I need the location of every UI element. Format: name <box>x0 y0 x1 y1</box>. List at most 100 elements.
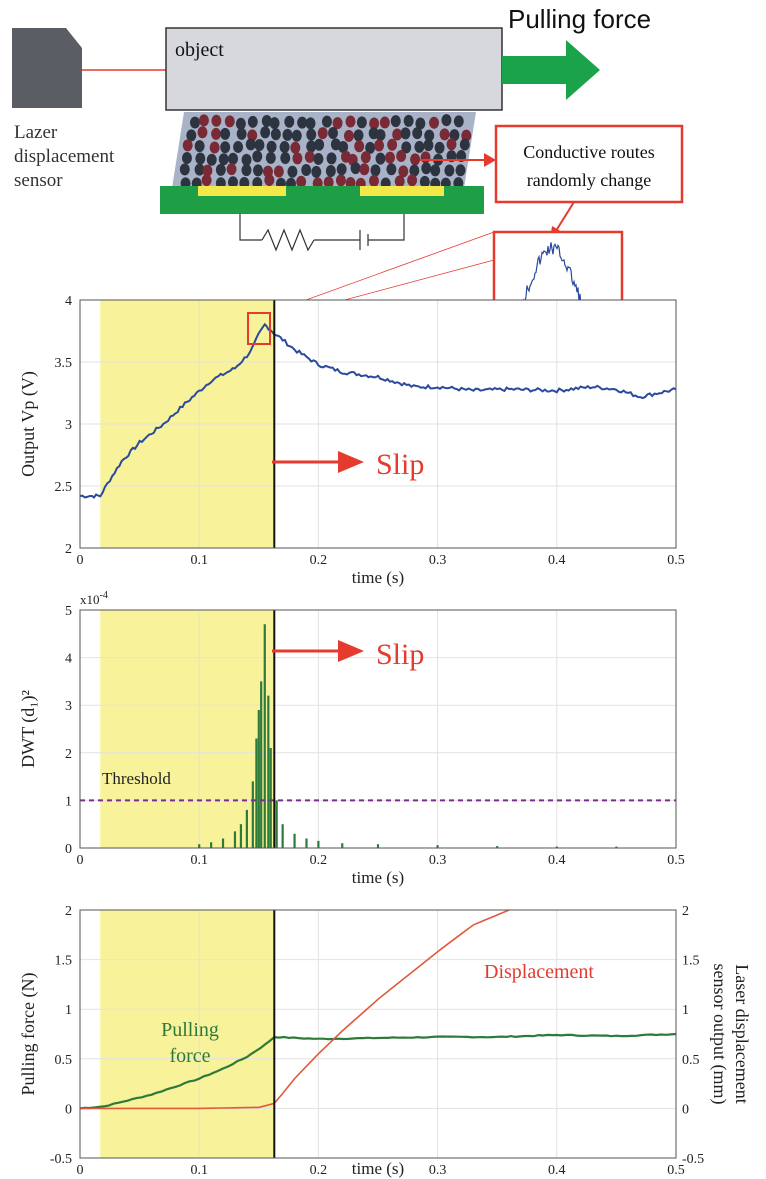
particle <box>439 128 450 141</box>
chart-dwt: Threshold Slip x10-4 0 0.1 0.2 0.3 0.4 0.5 0 1 2… <box>18 590 685 887</box>
x-tick-label: 0.5 <box>667 853 685 868</box>
particle <box>194 163 205 176</box>
particle <box>343 129 354 142</box>
particle <box>317 127 328 140</box>
particle <box>356 116 367 129</box>
y-tick-label: 4 <box>65 652 72 667</box>
particle <box>345 115 356 128</box>
particle <box>461 129 472 142</box>
particle <box>189 116 200 129</box>
x-tick-label: 0.3 <box>429 553 447 568</box>
particle <box>224 115 235 128</box>
y-tick-label: 0 <box>65 842 72 857</box>
particle <box>400 127 411 140</box>
y-tick-label: 2 <box>65 747 72 762</box>
plot-frame <box>79 909 677 1159</box>
particle <box>301 163 312 176</box>
callout-box <box>494 124 684 204</box>
y-tick-label: 2.5 <box>55 480 73 495</box>
sensor-label-line-2: displacement <box>14 146 115 167</box>
particle <box>227 176 238 189</box>
particle <box>241 153 252 166</box>
particle <box>459 138 470 151</box>
tick-labels: 0 0.1 0.2 0.3 0.4 0.5-0.5 -0.50 00.5 0.51 11.5 1.5… <box>50 904 704 1178</box>
zoom-marker <box>247 312 271 345</box>
slip-arrowhead <box>338 451 364 473</box>
particle <box>264 174 275 187</box>
particle <box>365 141 376 154</box>
x-tick-label: 0.4 <box>548 553 566 568</box>
particle <box>247 115 258 128</box>
threshold-label: Threshold <box>102 769 171 788</box>
slip-arrowhead <box>338 640 364 662</box>
pulling-force-annotation-line-1: Pulling <box>161 1019 219 1041</box>
sensor-label-line-1: Lazer <box>14 122 58 143</box>
particle <box>414 140 425 153</box>
particle <box>282 128 293 141</box>
particle <box>211 127 222 140</box>
particle <box>328 127 339 140</box>
particle <box>390 115 401 128</box>
pre-slip-region <box>100 610 275 848</box>
particle <box>233 140 244 153</box>
pulling-force-annotation-line-2: force <box>169 1045 210 1067</box>
particle <box>359 163 370 176</box>
x-axis-label: time (s) <box>352 868 404 887</box>
particle <box>384 151 395 164</box>
object-label: object <box>175 39 224 61</box>
particle <box>335 174 346 187</box>
particle <box>421 162 432 175</box>
y-axis-label: DWT (d₁)² <box>18 690 39 768</box>
x-tick-label: 0.1 <box>190 1163 208 1178</box>
particle <box>374 139 385 152</box>
particle <box>220 127 231 140</box>
arrow-right-icon <box>502 40 600 100</box>
x-tick-label: 0.2 <box>310 853 328 868</box>
particle <box>375 129 386 142</box>
particle <box>206 153 217 166</box>
particle <box>403 114 414 127</box>
particle <box>218 153 229 166</box>
particle <box>386 163 397 176</box>
particle <box>194 140 205 153</box>
callout-line-1: Conductive routes <box>523 142 654 162</box>
y-axis-label-right-line-2: sensor output (mm) <box>709 964 730 1105</box>
particle <box>326 152 337 165</box>
particle <box>265 151 276 164</box>
chart-force-displacement: Pulling force Displacement 0 0.1 0.2 0.3 0.4… <box>18 904 752 1178</box>
y-tick-label: 5 <box>65 604 72 619</box>
slip-label: Slip <box>376 448 424 481</box>
particle <box>434 141 445 154</box>
particle <box>368 174 379 187</box>
particle <box>332 117 343 130</box>
particle <box>430 164 441 177</box>
particle <box>290 141 301 154</box>
particle <box>325 165 336 178</box>
particle <box>245 138 256 151</box>
particle <box>279 141 290 154</box>
particle <box>215 163 226 176</box>
particle <box>412 127 423 140</box>
particle <box>201 174 212 187</box>
particle <box>321 115 332 128</box>
particle <box>323 176 334 189</box>
particle <box>444 164 455 177</box>
x-tick-label: 0.1 <box>190 853 208 868</box>
x-tick-label: 0.4 <box>548 853 566 868</box>
plot-frame <box>79 299 677 549</box>
y-tick-label: 1 <box>65 794 72 809</box>
particle <box>398 165 409 178</box>
particle <box>345 176 356 189</box>
plot-frame <box>79 609 677 849</box>
y-right-tick-label: 1.5 <box>682 954 700 969</box>
particle <box>396 150 407 163</box>
y-tick-label: 3 <box>65 699 72 714</box>
particle <box>261 115 272 128</box>
y-tick-label: 0.5 <box>55 1053 73 1068</box>
particle <box>407 174 418 187</box>
particle <box>297 116 308 129</box>
x-tick-label: 0.5 <box>667 553 685 568</box>
particle <box>220 141 231 154</box>
exponent-label: x10-4 <box>80 590 108 607</box>
particle <box>306 128 317 141</box>
